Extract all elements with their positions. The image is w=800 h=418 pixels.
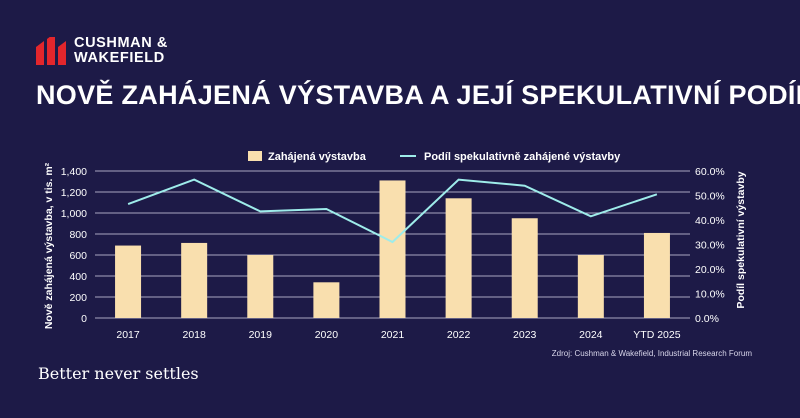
brand-wordmark: CUSHMAN & WAKEFIELD	[74, 36, 168, 66]
bar	[379, 180, 406, 318]
x-tick-label: 2022	[447, 329, 471, 341]
y-tick-label: 0	[81, 313, 87, 325]
x-tick-label: 2018	[182, 329, 206, 341]
bar	[445, 198, 472, 318]
chart: 0 200 400 600 800 1,000 1,200 1,400 0.0% 10.0% 20…	[43, 151, 747, 341]
brand-mark-icon	[36, 37, 66, 65]
bar	[181, 242, 208, 318]
source-note: Zdroj: Cushman & Wakefield, Industrial R…	[551, 349, 752, 358]
x-axis-ticks: 2017 2018 2019 2020 2021 2022 2023 2024 YTD 2025	[116, 329, 680, 341]
page-title: NOVĚ ZAHÁJENÁ VÝSTAVBA A JEJÍ SPEKULATIV…	[36, 80, 800, 110]
y2-axis-label: Podíl spekulativní výstavby	[735, 171, 747, 308]
line-series	[127, 178, 658, 244]
y2-tick-label: 0.0%	[695, 313, 719, 325]
y-tick-label: 1,200	[61, 187, 87, 199]
y-tick-label: 200	[69, 292, 87, 304]
y2-tick-label: 60.0%	[695, 166, 725, 178]
brand-line-2: WAKEFIELD	[74, 50, 165, 66]
brand-line-1: CUSHMAN &	[74, 35, 169, 51]
legend: Zahájená výstavba Podíl spekulativně zah…	[248, 151, 621, 163]
y-axis-ticks: 0 200 400 600 800 1,000 1,200 1,400	[61, 166, 87, 325]
brand-logo: CUSHMAN & WAKEFIELD	[36, 36, 168, 66]
bar	[313, 282, 340, 318]
bar	[511, 218, 538, 318]
tagline: Better never settles	[38, 364, 199, 383]
y2-tick-label: 30.0%	[695, 240, 725, 252]
bar	[247, 255, 274, 318]
y-tick-label: 400	[69, 271, 87, 283]
bar	[577, 255, 604, 318]
bar-series	[115, 180, 670, 318]
x-tick-label: 2019	[249, 329, 273, 341]
y-tick-label: 1,400	[61, 166, 87, 178]
y2-tick-label: 50.0%	[695, 191, 725, 203]
y-tick-label: 1,000	[61, 208, 87, 220]
x-tick-label: 2021	[381, 329, 405, 341]
bar	[643, 232, 670, 318]
legend-bar-label: Zahájená výstavba	[268, 151, 367, 163]
x-tick-label: 2023	[513, 329, 537, 341]
x-tick-label: 2024	[579, 329, 603, 341]
y-tick-label: 800	[69, 229, 87, 241]
y-tick-label: 600	[69, 250, 87, 262]
y2-tick-label: 10.0%	[695, 289, 725, 301]
y2-axis-ticks: 0.0% 10.0% 20.0% 30.0% 40.0% 50.0% 60.0%	[695, 166, 725, 325]
x-tick-label: 2017	[116, 329, 140, 341]
y2-tick-label: 20.0%	[695, 264, 725, 276]
x-tick-label: 2020	[315, 329, 339, 341]
y2-tick-label: 40.0%	[695, 215, 725, 227]
x-tick-label: YTD 2025	[633, 329, 680, 341]
y-axis-label: Nově zahájená výstavba, v tis. m²	[43, 162, 55, 329]
legend-line-label: Podíl spekulativně zahájené výstavby	[424, 151, 621, 163]
bar	[115, 245, 142, 318]
legend-bar-swatch	[248, 151, 262, 161]
